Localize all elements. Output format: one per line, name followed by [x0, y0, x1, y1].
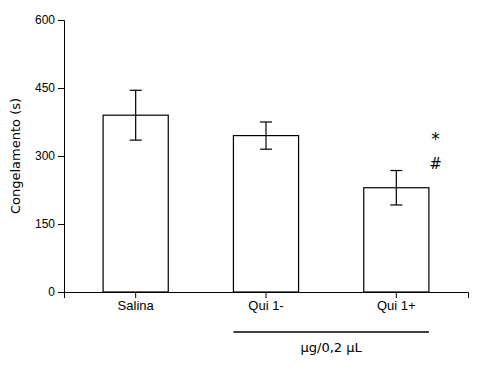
tick-mark [58, 156, 64, 157]
chart: 0 150 300 450 600 Salina Qui 1- Qui 1+ * # µg/0,2 … [0, 0, 488, 374]
tick: 600 [35, 13, 64, 27]
error-bar-line [396, 171, 397, 205]
tick: Qui 1- [248, 292, 283, 313]
axis-domain [65, 293, 469, 299]
tick-label: 0 [48, 285, 55, 299]
annotation: # [429, 155, 442, 173]
tick-mark [266, 292, 267, 298]
bracket-label: µg/0,2 µL [301, 340, 363, 355]
tick-label: Qui 1+ [377, 298, 416, 313]
error-bar-cap [260, 149, 272, 150]
tick: Salina [118, 292, 155, 313]
error-bar-line [135, 90, 136, 140]
error-bar-cap [390, 204, 402, 205]
error-bar-cap [260, 121, 272, 122]
error-bar-cap [390, 170, 402, 171]
tick-mark [58, 20, 64, 21]
error-bar [390, 171, 402, 205]
tick-label: Salina [118, 298, 155, 313]
error-bar [260, 122, 272, 149]
annotation: * [431, 129, 440, 149]
bracket [233, 331, 428, 333]
tick-label: 300 [35, 149, 55, 163]
error-bar [130, 90, 142, 140]
tick: 450 [35, 81, 64, 95]
tick-label: 150 [35, 217, 55, 231]
marks [103, 90, 429, 292]
tick-label: 450 [35, 81, 55, 95]
tick-mark [58, 224, 64, 225]
bar [103, 115, 168, 292]
tick-mark [135, 292, 136, 298]
tick: Qui 1+ [377, 292, 416, 313]
y-axis: 0 150 300 450 600 [35, 13, 65, 299]
tick-mark [58, 292, 64, 293]
tick: 0 [48, 285, 64, 299]
error-bar-cap [130, 140, 142, 141]
x-axis: Salina Qui 1- Qui 1+ [65, 292, 469, 313]
tick: 300 [35, 149, 64, 163]
tick: 150 [35, 217, 64, 231]
plot: 0 150 300 450 600 Salina Qui 1- Qui 1+ * # µg/0,2 … [35, 13, 469, 355]
y-axis-title: Congelamento (s) [8, 98, 23, 214]
bar [233, 136, 298, 292]
error-bar-line [265, 122, 266, 149]
error-bar-cap [130, 90, 142, 91]
axis-domain [58, 21, 65, 293]
tick-mark [58, 88, 64, 89]
tick-label: Qui 1- [248, 298, 283, 313]
tick-mark [396, 292, 397, 298]
tick-label: 600 [35, 13, 55, 27]
